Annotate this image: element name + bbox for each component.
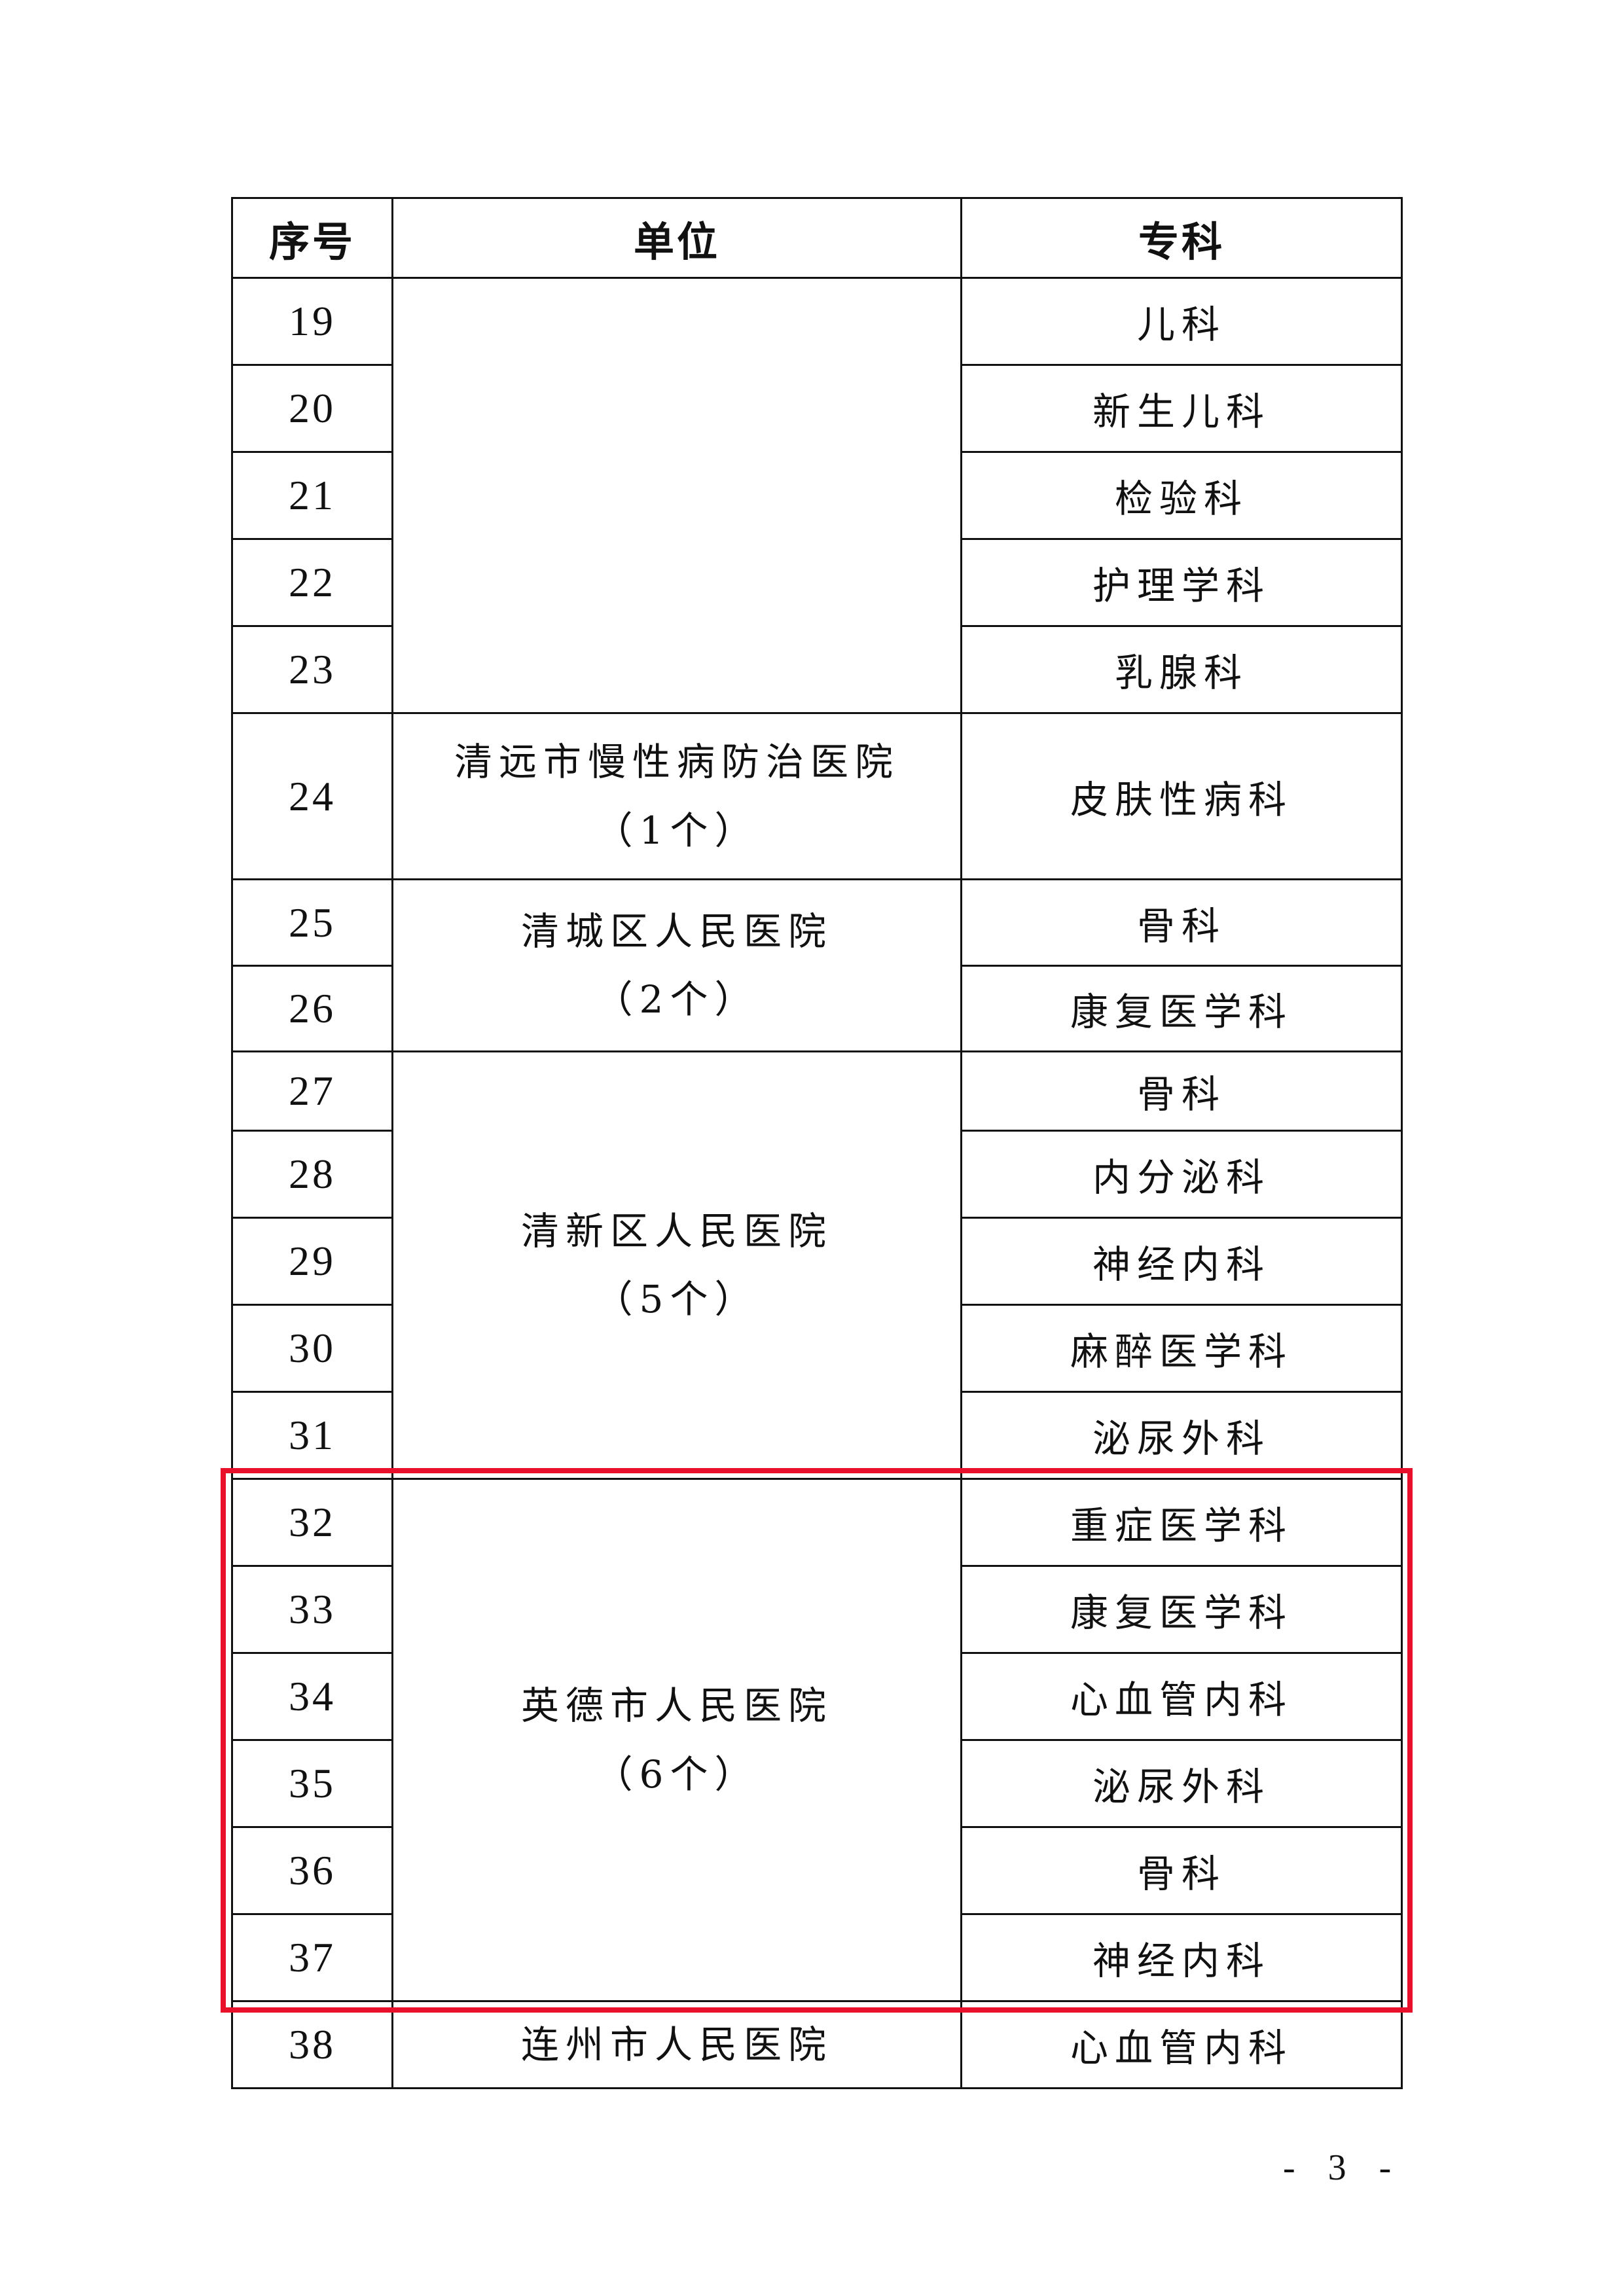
row-number: 34: [231, 1652, 393, 1741]
unit-name: 清远市慢性病防治医院: [454, 740, 899, 785]
unit-name: 连州市人民医院: [520, 2022, 833, 2067]
row-number: 33: [231, 1565, 393, 1654]
table-row: 31 泌尿外科: [231, 1391, 1403, 1480]
table-row: 35 泌尿外科: [231, 1739, 1403, 1828]
row-number: 24: [231, 712, 393, 880]
specialty-cell: 骨科: [960, 1826, 1403, 1915]
row-number: 28: [231, 1130, 393, 1219]
unit-cell: [391, 277, 962, 714]
specialty-cell: 神经内科: [960, 1217, 1403, 1306]
specialty-cell: 儿科: [960, 277, 1403, 366]
table-row: 25 清城区人民医院 （2个） 骨科: [231, 878, 1403, 1052]
table-row: 30 麻醉医学科: [231, 1304, 1403, 1393]
specialty-cell: 骨科: [960, 1050, 1403, 1132]
header-index: 序号: [231, 197, 393, 279]
unit-name: 清新区人民医院: [520, 1208, 833, 1253]
specialty-cell: 泌尿外科: [960, 1739, 1403, 1828]
specialty-cell: 骨科: [960, 878, 1403, 967]
page-number: - 3 -: [1283, 2147, 1403, 2188]
unit-cell: 英德市人民医院 （6个）: [391, 1478, 962, 2002]
row-number: 29: [231, 1217, 393, 1306]
unit-cell: 清新区人民医院 （5个）: [391, 1050, 962, 1480]
unit-count: （6个）: [594, 1751, 759, 1797]
table-row: 28 内分泌科: [231, 1130, 1403, 1219]
specialty-cell: 神经内科: [960, 1913, 1403, 2002]
table-row: 23 乳腺科: [231, 625, 1403, 714]
specialty-cell: 康复医学科: [960, 965, 1403, 1052]
row-number: 38: [231, 2000, 393, 2089]
specialty-cell: 重症医学科: [960, 1478, 1403, 1567]
table-row: 27 清新区人民医院 （5个） 骨科: [231, 1050, 1403, 1480]
table-row: 19 儿科: [231, 277, 1403, 714]
row-number: 35: [231, 1739, 393, 1828]
unit-count: （2个）: [594, 977, 759, 1022]
header-unit: 单位: [391, 197, 962, 279]
row-number: 32: [231, 1478, 393, 1567]
row-number: 36: [231, 1826, 393, 1915]
specialty-cell: 皮肤性病科: [960, 712, 1403, 880]
specialty-cell: 心血管内科: [960, 1652, 1403, 1741]
table-row: 20 新生儿科: [231, 364, 1403, 453]
specialty-cell: 内分泌科: [960, 1130, 1403, 1219]
table-row: 38 连州市人民医院 心血管内科: [231, 2000, 1403, 2089]
unit-count: （1个）: [594, 808, 759, 853]
table-row: 29 神经内科: [231, 1217, 1403, 1306]
row-number: 26: [231, 965, 393, 1052]
table-row: 32 英德市人民医院 （6个） 重症医学科: [231, 1478, 1403, 2002]
table-row: 37 神经内科: [231, 1913, 1403, 2002]
table-row: 24 清远市慢性病防治医院 （1个） 皮肤性病科: [231, 712, 1403, 880]
header-specialty: 专科: [960, 197, 1403, 279]
row-number: 31: [231, 1391, 393, 1480]
row-number: 23: [231, 625, 393, 714]
row-number: 27: [231, 1050, 393, 1132]
table-row: 26 康复医学科: [231, 965, 1403, 1052]
row-number: 20: [231, 364, 393, 453]
highlight-box: [221, 1468, 1413, 2013]
row-number: 21: [231, 451, 393, 540]
table-row: 33 康复医学科: [231, 1565, 1403, 1654]
table-row: 22 护理学科: [231, 538, 1403, 627]
specialty-cell: 护理学科: [960, 538, 1403, 627]
specialty-cell: 新生儿科: [960, 364, 1403, 453]
unit-cell: 连州市人民医院: [391, 2000, 962, 2089]
table-row: 34 心血管内科: [231, 1652, 1403, 1741]
unit-name: 清城区人民医院: [520, 908, 833, 954]
unit-cell: 清城区人民医院 （2个）: [391, 878, 962, 1052]
row-number: 30: [231, 1304, 393, 1393]
row-number: 19: [231, 277, 393, 366]
unit-cell: 清远市慢性病防治医院 （1个）: [391, 712, 962, 880]
table-row: 21 检验科: [231, 451, 1403, 540]
specialty-cell: 麻醉医学科: [960, 1304, 1403, 1393]
specialty-cell: 乳腺科: [960, 625, 1403, 714]
specialty-cell: 泌尿外科: [960, 1391, 1403, 1480]
row-number: 37: [231, 1913, 393, 2002]
row-number: 25: [231, 878, 393, 967]
specialty-cell: 心血管内科: [960, 2000, 1403, 2089]
specialty-cell: 康复医学科: [960, 1565, 1403, 1654]
header-row: 序号 单位 专科: [231, 197, 1403, 279]
specialty-cell: 检验科: [960, 451, 1403, 540]
specialty-table: 序号 单位 专科 19 儿科 20 新生儿科 21 检验科 22 护理学科 23 乳腺科 24 清远市…: [231, 197, 1403, 2089]
unit-name: 英德市人民医院: [520, 1683, 833, 1729]
unit-count: （5个）: [594, 1277, 759, 1321]
table-row: 36 骨科: [231, 1826, 1403, 1915]
row-number: 22: [231, 538, 393, 627]
